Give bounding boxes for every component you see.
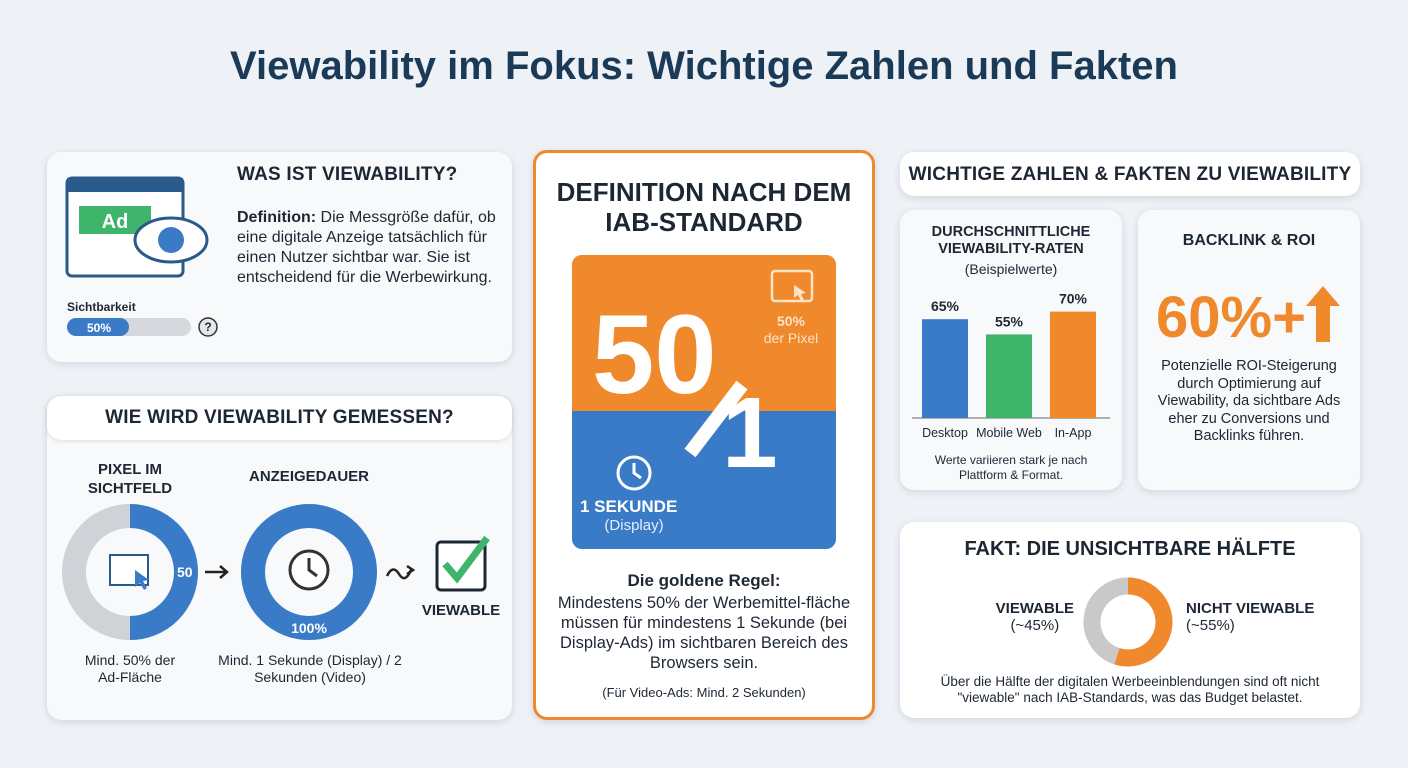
step-caption: Mind. 1 Sekunde (Display) / 2 Sekunden (… — [218, 652, 402, 685]
pixel-label: der Pixel — [763, 330, 819, 346]
x-tick-label: Mobile Web — [976, 426, 1042, 440]
step-value-label: 100% — [291, 620, 327, 636]
time-label: 1 SEKUNDE — [580, 497, 678, 516]
bar — [986, 334, 1032, 418]
cursor-icon — [794, 285, 806, 301]
arrow — [205, 565, 229, 579]
x-tick-label: In-App — [1055, 426, 1092, 440]
definition-icons — [65, 176, 218, 337]
fact-card: FAKT: DIE UNSICHTBARE HÄLFTE VIEWABLE (~4… — [900, 522, 1360, 718]
bar-chart: 65% Desktop 55% Mobile Web 70% In-App — [912, 291, 1110, 440]
facts-heading-pill: WICHTIGE ZAHLEN & FAKTEN ZU VIEWABILITY — [900, 152, 1360, 196]
meter-label: Sichtbarkeit — [67, 300, 136, 314]
step-title: PIXEL IM SICHTFELD — [87, 461, 173, 497]
roi-text: Potenzielle ROI-Steigerung durch Optimie… — [1157, 358, 1341, 444]
legend-value: (~45%) — [1010, 617, 1060, 634]
rule-title: Die goldene Regel: — [627, 571, 781, 590]
donut-segment — [1114, 577, 1173, 667]
help-icon — [198, 317, 218, 337]
up-arrow — [1306, 286, 1340, 342]
roi-arrow — [1306, 286, 1340, 342]
roi-value: 60%+ — [1156, 285, 1306, 350]
card-heading: WIE WIRD VIEWABILITY GEMESSEN? — [105, 407, 454, 428]
ad-label: Ad — [101, 211, 129, 233]
clock-hands — [632, 463, 642, 480]
iab-card: DEFINITION NACH DEM IAB-STANDARD 50 1 50… — [533, 150, 875, 720]
bar-card: DURCHSCHNITTLICHE VIEWABILITY-RATEN (Bei… — [900, 210, 1122, 490]
clock-icon — [616, 455, 652, 491]
definition-term: Definition: — [237, 209, 317, 226]
definition-body: Die Messgröße dafür, ob eine digitale An… — [237, 209, 496, 286]
arrow — [385, 564, 416, 580]
rule-text: Mindestens 50% der Werbemittel-fläche mü… — [557, 594, 851, 672]
meter-fill — [67, 318, 129, 336]
roi-card: BACKLINK & ROI 60%+ Potenzielle ROI-Stei… — [1138, 210, 1360, 490]
help-label: ? — [204, 320, 212, 334]
legend-value: (~55%) — [1186, 617, 1235, 634]
slash — [684, 380, 748, 458]
donut-segment — [1083, 577, 1129, 665]
value-label: 65% — [931, 298, 960, 314]
value-label: 70% — [1059, 291, 1088, 307]
clock-hands — [307, 558, 318, 578]
iab-icons — [616, 269, 814, 491]
time-sub: (Display) — [604, 517, 664, 534]
rule-note: (Für Video-Ads: Mind. 2 Sekunden) — [602, 685, 806, 700]
big-number: 50 — [592, 292, 717, 417]
check-mark — [442, 535, 490, 584]
iab-box: 50 1 50% der Pixel 1 SEKUNDE (Display) — [572, 255, 836, 549]
step-value-label: 50 — [177, 564, 193, 580]
legend-name: NICHT VIEWABLE — [1186, 600, 1315, 617]
card-heading: WAS IST VIEWABILITY? — [237, 164, 458, 185]
result-label: VIEWABLE — [421, 602, 501, 619]
measure-graphics — [62, 504, 490, 640]
card-heading: FAKT: DIE UNSICHTBARE HÄLFTE — [964, 538, 1296, 560]
card-heading: BACKLINK & ROI — [1182, 232, 1316, 249]
iab-box-top — [572, 255, 836, 411]
donut-segment — [241, 504, 377, 640]
value-label: 55% — [995, 313, 1024, 329]
fact-donut — [1083, 577, 1173, 667]
chart-note: Werte variieren stark je nach Plattform … — [934, 453, 1088, 482]
legend-entry: VIEWABLE (~45%) — [996, 600, 1074, 634]
card-heading: DEFINITION NACH DEM IAB-STANDARD — [556, 177, 852, 237]
browser-bar — [67, 178, 183, 192]
definition-text: Definition: Die Messgröße dafür, ob eine… — [237, 208, 502, 288]
donut-segment — [129, 504, 198, 640]
facts-heading: WICHTIGE ZAHLEN & FAKTEN ZU VIEWABILITY — [908, 164, 1352, 185]
x-tick-label: Desktop — [922, 426, 968, 440]
definition-card: Ad WAS IST VIEWABILITY? Definition: Die … — [47, 152, 512, 362]
page-title: Viewability im Fokus: Wichtige Zahlen un… — [230, 44, 1178, 88]
legend-name: VIEWABLE — [995, 600, 1074, 617]
pixel-value: 50% — [776, 313, 806, 329]
legend-entry: NICHT VIEWABLE (~55%) — [1186, 600, 1314, 634]
cursor-icon — [135, 570, 149, 590]
chart-title: DURCHSCHNITTLICHE VIEWABILITY-RATEN — [931, 224, 1091, 257]
step-title: ANZEIGEDAUER — [248, 468, 369, 485]
browser-icon — [770, 269, 814, 303]
chart-subtitle: (Beispielwerte) — [964, 261, 1058, 277]
eye-pupil — [158, 227, 184, 253]
step-caption: Mind. 50% der Ad-Fläche — [84, 652, 176, 685]
big-number: 1 — [722, 377, 778, 489]
heading-pill — [47, 396, 512, 440]
meter-value-label: 50% — [87, 321, 112, 335]
measure-card: WIE WIRD VIEWABILITY GEMESSEN? PIXEL IM … — [47, 396, 512, 720]
fact-text: Über die Hälfte der digitalen Werbeeinbl… — [940, 674, 1320, 705]
bar — [1050, 311, 1096, 418]
bar — [922, 319, 968, 418]
